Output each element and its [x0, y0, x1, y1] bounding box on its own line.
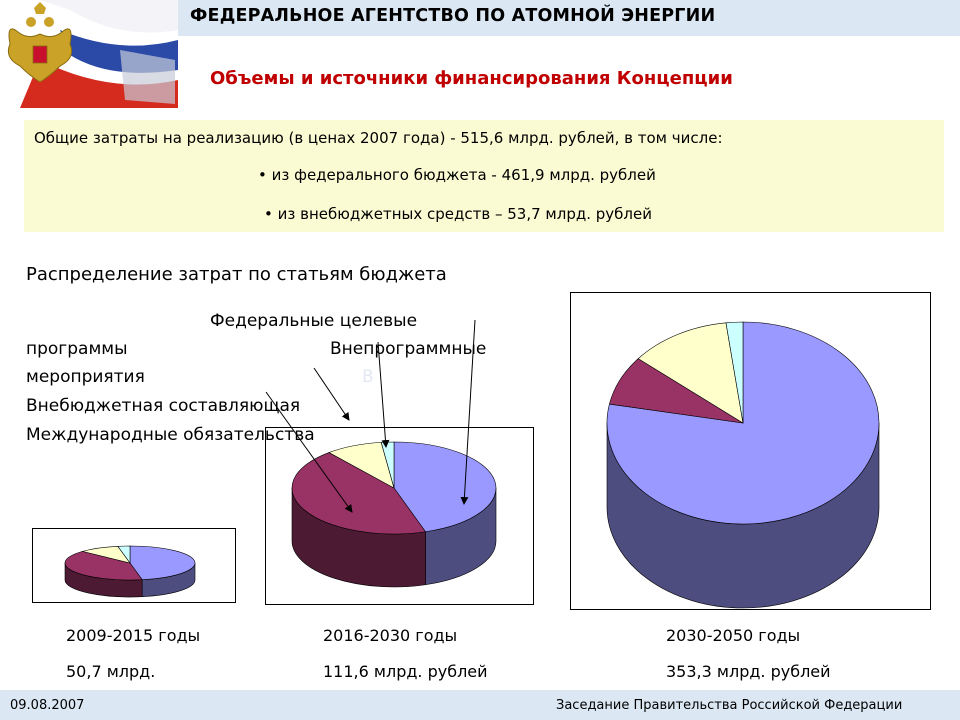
summary-total-text: Общие затраты на реализацию (в ценах 200… [34, 129, 723, 147]
period-caption-2: 2016-2030 годы [323, 626, 458, 645]
pie-slice-1: Федеральные целевые программы [129, 545, 196, 581]
pie-chart-3: Федеральные целевые программыВнепрограмм… [606, 321, 880, 609]
pie-chart-2: Федеральные целевые программыВнепрограмм… [291, 441, 497, 588]
summary-bullet-federal: • из федерального бюджета - 461,9 млрд. … [258, 166, 656, 184]
legend-international: Международные обязательства [26, 425, 315, 445]
bullet-icon: • [258, 166, 267, 184]
distribution-title: Распределение затрат по статьям бюджета [26, 264, 447, 285]
bullet-icon: • [264, 205, 273, 223]
government-emblem-logo [0, 0, 178, 108]
pie-chart-1: Федеральные целевые программыВнепрограмм… [64, 545, 196, 598]
pie-slice-2: Внепрограммные мероприятия [64, 551, 143, 581]
arrow-to-nonprogram [265, 391, 353, 513]
legend-nonprogram-line1: Внепрограммные [330, 339, 487, 359]
summary-box [24, 120, 944, 232]
summary-bullet-extrabudgetary: • из внебюджетных средств – 53,7 млрд. р… [264, 205, 652, 223]
pie-slice-4: Международные обязательства [117, 545, 131, 564]
header-bar [178, 0, 960, 36]
arrow-to-extrabudgetary [313, 367, 350, 421]
footer-date: 09.08.2007 [10, 698, 85, 713]
pie-slice-4: Международные обязательства [725, 321, 744, 424]
pie-slice-1: Федеральные целевые программы [393, 441, 497, 533]
period-caption-3: 2030-2050 годы [666, 626, 801, 645]
total-caption-2: 111,6 млрд. рублей [323, 662, 488, 681]
pie-slice-2: Внепрограммные мероприятия [291, 452, 427, 535]
period-caption-1: 2009-2015 годы [66, 626, 201, 645]
legend-faint-letter: В [362, 367, 374, 387]
arrow-to-international [377, 341, 390, 448]
legend-federal-programs-line2: программы [26, 339, 128, 359]
pie-slice-3: Внебюджетная составляющая [637, 322, 744, 424]
agency-title: ФЕДЕРАЛЬНОЕ АГЕНТСТВО ПО АТОМНОЙ ЭНЕРГИИ [190, 6, 716, 26]
annotation-arrows [265, 319, 476, 513]
legend-nonprogram-line2: мероприятия [26, 367, 145, 387]
legend-federal-programs-line1: Федеральные целевые [210, 311, 418, 331]
legend-extrabudgetary: Внебюджетная составляющая [26, 396, 301, 416]
total-caption-3: 353,3 млрд. рублей [666, 662, 831, 681]
arrow-to-federal-programs [460, 319, 476, 505]
footer-bar [0, 690, 960, 720]
footer-meeting-title: Заседание Правительства Российской Федер… [556, 698, 903, 713]
bullet-text: из внебюджетных средств – 53,7 млрд. руб… [277, 205, 652, 223]
total-caption-1: 50,7 млрд. [66, 662, 156, 681]
bullet-text: из федерального бюджета - 461,9 млрд. ру… [271, 166, 656, 184]
slide-subtitle: Объемы и источники финансирования Концеп… [210, 68, 733, 89]
